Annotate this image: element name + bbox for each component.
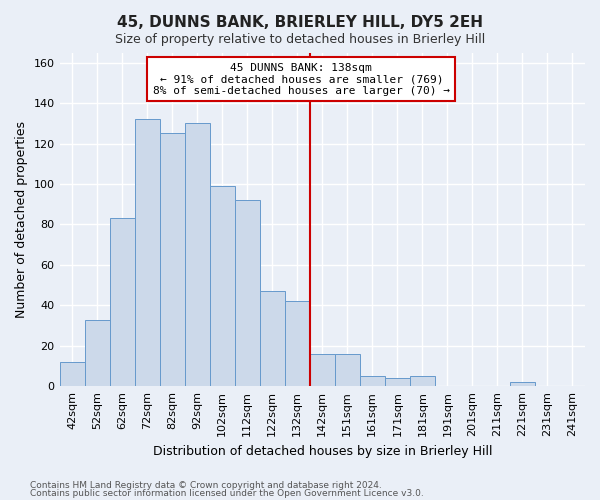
X-axis label: Distribution of detached houses by size in Brierley Hill: Distribution of detached houses by size … [152, 444, 492, 458]
Bar [85, 320, 110, 386]
Bar [260, 291, 285, 386]
Bar [160, 134, 185, 386]
Text: Size of property relative to detached houses in Brierley Hill: Size of property relative to detached ho… [115, 32, 485, 46]
Bar [510, 382, 535, 386]
Text: Contains HM Land Registry data © Crown copyright and database right 2024.: Contains HM Land Registry data © Crown c… [30, 480, 382, 490]
Bar [335, 354, 360, 386]
Text: 45 DUNNS BANK: 138sqm
← 91% of detached houses are smaller (769)
8% of semi-deta: 45 DUNNS BANK: 138sqm ← 91% of detached … [153, 62, 450, 96]
Bar [385, 378, 410, 386]
Bar [134, 120, 160, 386]
Bar [310, 354, 335, 386]
Text: Contains public sector information licensed under the Open Government Licence v3: Contains public sector information licen… [30, 489, 424, 498]
Bar [110, 218, 134, 386]
Text: 45, DUNNS BANK, BRIERLEY HILL, DY5 2EH: 45, DUNNS BANK, BRIERLEY HILL, DY5 2EH [117, 15, 483, 30]
Bar [285, 302, 310, 386]
Bar [59, 362, 85, 386]
Bar [360, 376, 385, 386]
Y-axis label: Number of detached properties: Number of detached properties [15, 121, 28, 318]
Bar [185, 124, 209, 386]
Bar [209, 186, 235, 386]
Bar [235, 200, 260, 386]
Bar [410, 376, 435, 386]
